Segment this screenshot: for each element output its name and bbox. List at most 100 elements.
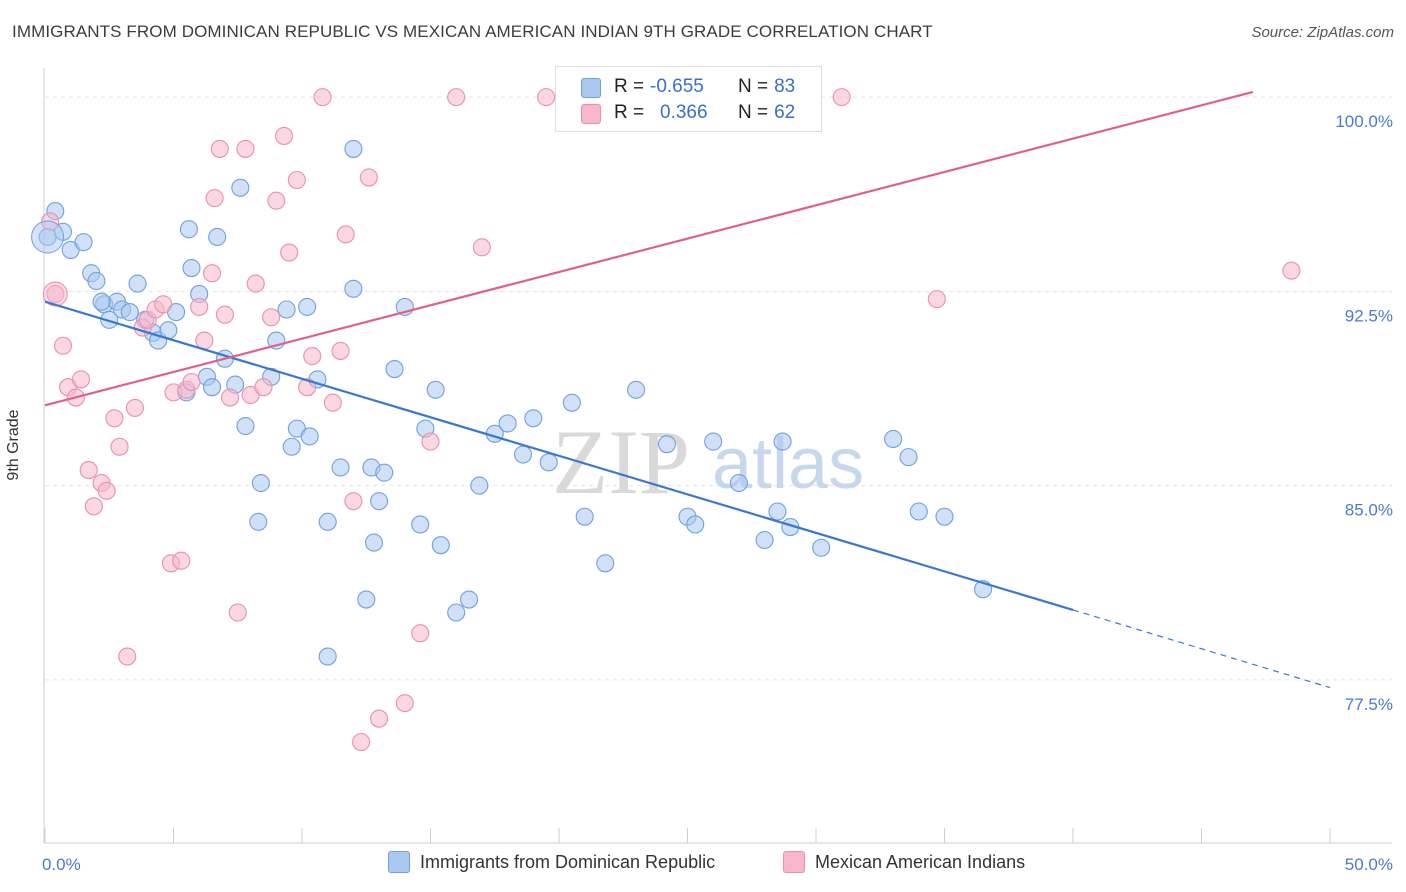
point-dominican	[596, 554, 615, 573]
point-mexican	[190, 297, 209, 316]
point-dominican	[331, 458, 350, 477]
chart-title: IMMIGRANTS FROM DOMINICAN REPUBLIC VS ME…	[12, 22, 933, 41]
tick-labels: 77.5% 85.0% 92.5% 100.0% 0.0% 50.0%	[42, 112, 1393, 874]
point-dominican	[277, 300, 296, 319]
point-dominican	[208, 227, 227, 247]
legend-r-value: 0.366	[660, 102, 708, 123]
point-mexican	[110, 437, 129, 456]
point-mexican	[215, 305, 234, 324]
point-mexican	[172, 551, 191, 570]
point-mexican	[323, 393, 342, 412]
point-mexican	[205, 189, 224, 208]
point-dominican	[370, 492, 389, 511]
point-dominican	[344, 139, 363, 158]
point-dominican	[686, 515, 705, 534]
point-mexican	[105, 409, 124, 428]
point-dominican	[203, 378, 222, 397]
point-mexican	[287, 170, 306, 190]
point-mexican	[927, 290, 946, 309]
point-mexican	[97, 481, 116, 500]
point-mexican	[53, 336, 73, 355]
legend-stats: R = -0.655 N = 83 R = 0.366 N = 62	[555, 66, 822, 132]
point-mexican	[352, 732, 371, 752]
point-dominican	[513, 445, 533, 464]
point-mexican	[472, 238, 491, 257]
point-mexican	[298, 378, 317, 397]
point-dominican	[182, 259, 201, 278]
y-tick-label: 77.5%	[1345, 695, 1393, 714]
legend-r-label: R =	[614, 76, 645, 97]
point-dominican	[411, 515, 430, 534]
point-mexican	[220, 388, 240, 407]
point-dominican	[385, 360, 404, 379]
point-dominican	[884, 429, 903, 449]
watermark: ZIP atlas	[552, 411, 864, 513]
point-mexican	[154, 295, 173, 314]
point-mexican	[1282, 261, 1301, 280]
point-dominican	[300, 427, 319, 446]
point-mexican	[313, 88, 332, 107]
point-dominican	[92, 292, 111, 311]
y-tick-label: 100.0%	[1335, 112, 1393, 131]
point-mexican	[195, 331, 214, 350]
point-mexican	[832, 88, 851, 107]
point-dominican	[249, 512, 268, 531]
point-dominican	[282, 437, 301, 456]
legend-n-value: 62	[774, 102, 796, 123]
point-dominican	[498, 414, 517, 433]
point-mexican	[182, 372, 201, 392]
point-dominican	[627, 380, 646, 399]
trend-line-mexican	[44, 90, 1254, 407]
point-dominican	[251, 473, 270, 493]
point-mexican	[42, 281, 68, 307]
watermark-zip: ZIP	[552, 411, 690, 513]
point-dominican	[318, 647, 337, 666]
legend-r-value: -0.655	[650, 76, 704, 97]
point-dominican	[74, 233, 93, 252]
point-dominican	[431, 536, 450, 555]
point-dominican	[31, 220, 65, 254]
point-dominican	[562, 393, 581, 412]
x-tick-label: 0.0%	[42, 855, 81, 874]
point-dominican	[179, 220, 198, 239]
trend-lines	[44, 90, 1331, 689]
point-dominican	[459, 590, 479, 609]
point-mexican	[262, 308, 281, 327]
point-mexican	[280, 243, 299, 262]
point-dominican	[909, 502, 928, 521]
point-dominican	[298, 297, 317, 316]
point-dominican	[128, 274, 147, 293]
point-dominican	[539, 453, 558, 472]
point-mexican	[79, 461, 98, 480]
point-dominican	[318, 512, 337, 531]
y-tick-label: 85.0%	[1345, 501, 1393, 520]
point-mexican	[411, 624, 430, 643]
legend-label-dominican: Immigrants from Dominican Republic	[420, 851, 716, 872]
legend-swatch-dominican	[388, 851, 410, 873]
trend-line-dominican	[44, 300, 1074, 611]
point-mexican	[84, 497, 103, 516]
point-mexican	[370, 709, 389, 728]
point-dominican	[768, 502, 787, 521]
point-dominican	[729, 473, 748, 493]
legend-n-value: 83	[774, 76, 796, 97]
legend-row-dominican: R = -0.655 N = 83	[581, 74, 796, 100]
point-dominican	[375, 463, 394, 482]
point-mexican	[331, 341, 350, 360]
point-mexican	[344, 492, 363, 511]
point-mexican	[125, 398, 144, 417]
point-dominican	[812, 538, 831, 557]
point-mexican	[203, 264, 222, 283]
legend-swatch-mexican	[581, 104, 601, 124]
point-mexican	[210, 139, 229, 158]
legend-r-label: R =	[614, 102, 645, 123]
axes	[43, 68, 1392, 844]
point-dominican	[704, 432, 723, 451]
legend-row-mexican: R = 0.366 N = 62	[581, 100, 796, 126]
point-mexican	[447, 88, 466, 107]
legend-series: Immigrants from Dominican Republic Mexic…	[0, 851, 1406, 879]
legend-swatch-mexican	[783, 851, 805, 873]
point-dominican	[935, 507, 954, 526]
legend-n-label: N =	[738, 102, 769, 123]
